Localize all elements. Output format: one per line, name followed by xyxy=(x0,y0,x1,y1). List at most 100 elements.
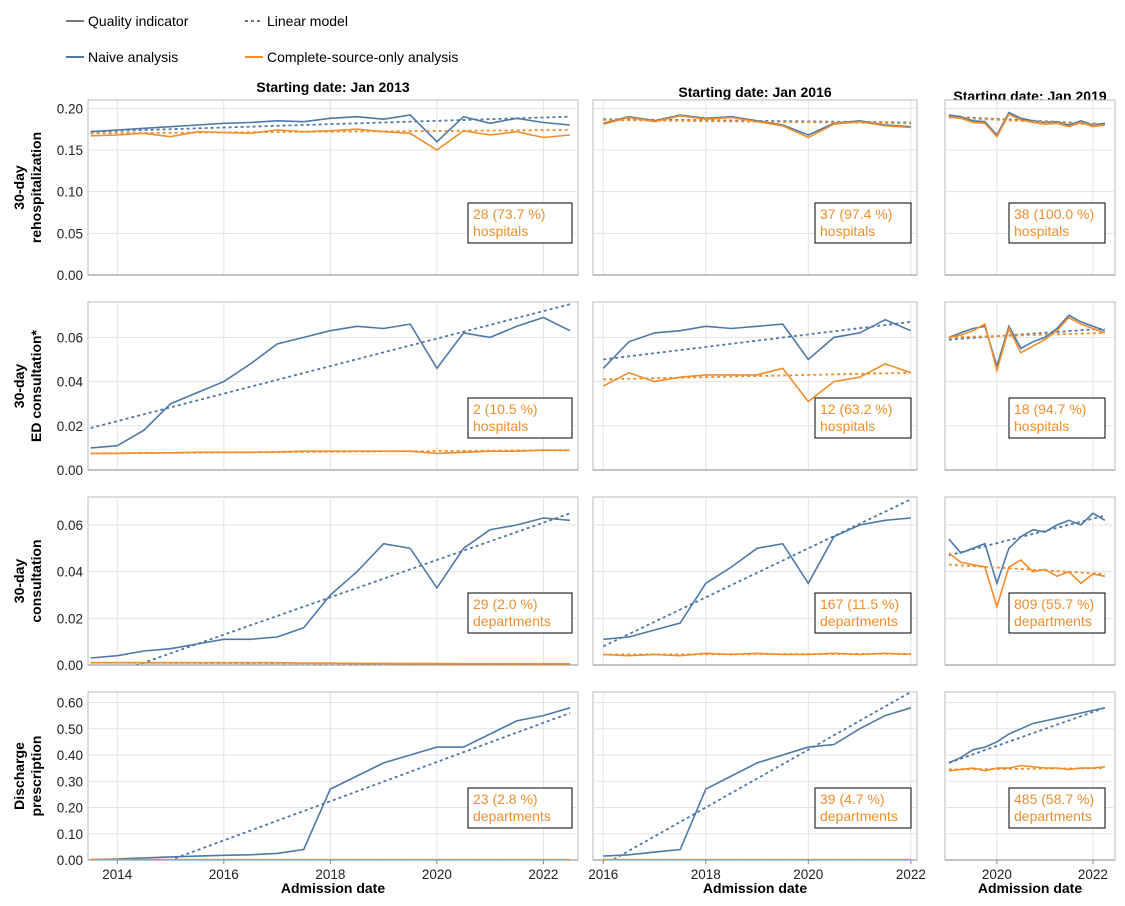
panel: 38 (100.0 %)hospitals xyxy=(944,99,1116,276)
y-tick-label: 0.00 xyxy=(57,658,83,673)
linear-model-line xyxy=(948,767,1105,771)
panel-background xyxy=(944,691,1116,861)
indicator-line xyxy=(90,517,571,659)
y-axis-label: 30-day xyxy=(11,364,27,409)
linear-model-line xyxy=(610,692,912,860)
y-axis-label: rehospitalization xyxy=(28,132,44,243)
y-tick-label: 0.05 xyxy=(57,226,83,241)
y-tick-label: 0.00 xyxy=(57,268,83,283)
panel: 0.00 0.05 0.10 0.15 0.20 28 (73.7 %)hospitals xyxy=(57,99,579,283)
y-tick-label: 0.04 xyxy=(57,375,84,390)
linear-model-line xyxy=(948,116,1105,126)
x-tick-label: 2018 xyxy=(691,867,721,882)
panel-background xyxy=(944,99,1116,276)
indicator-line xyxy=(948,316,1106,374)
annotation: hospitals xyxy=(1014,418,1069,434)
linear-model-line xyxy=(948,563,1105,575)
annotation: hospitals xyxy=(473,223,528,239)
annotation-box xyxy=(1008,397,1106,439)
panel: 37 (97.4 %)hospitals xyxy=(592,99,918,276)
annotation-box xyxy=(1008,787,1106,829)
linear-model-line xyxy=(90,661,571,665)
panel-background xyxy=(592,496,918,666)
linear-model-line xyxy=(948,514,1106,557)
linear-model-line xyxy=(90,303,571,429)
y-axis-label: consultation xyxy=(28,539,44,622)
panel: 18 (94.7 %)hospitals xyxy=(944,301,1116,471)
indicator-line xyxy=(948,512,1106,586)
annotation-box xyxy=(1008,202,1106,244)
x-tick-label: 2016 xyxy=(209,867,239,882)
panel: 809 (55.7 %)departments xyxy=(944,496,1116,666)
panel-background xyxy=(87,99,579,276)
y-tick-label: 0.10 xyxy=(57,827,83,842)
linear-model-line xyxy=(603,321,911,361)
indicator-line xyxy=(90,128,571,151)
y-tick-label: 0.15 xyxy=(57,143,83,158)
panel: 0.00 0.02 0.04 0.06 29 (2.0 %)departments xyxy=(57,496,579,673)
annotation: hospitals xyxy=(1014,223,1069,239)
annotation-box xyxy=(467,202,573,244)
indicator-line xyxy=(603,652,911,657)
panel: 167 (11.5 %)departments xyxy=(592,496,918,666)
annotation: 38 (100.0 %) xyxy=(1014,206,1094,222)
linear-model-line xyxy=(948,327,1105,341)
y-tick-label: 0.20 xyxy=(57,101,83,116)
x-tick-label: 2018 xyxy=(315,867,345,882)
y-axis-label: ED consultation* xyxy=(28,329,44,442)
annotation: departments xyxy=(473,613,551,629)
x-tick-label: 2022 xyxy=(528,867,558,882)
x-tick-label: 2020 xyxy=(422,867,452,882)
y-tick-label: 0.06 xyxy=(57,330,83,345)
indicator-line xyxy=(90,707,571,860)
y-tick-label: 0.04 xyxy=(57,565,84,580)
linear-model-line xyxy=(90,115,571,133)
y-tick-label: 0.40 xyxy=(57,748,83,763)
panel-background xyxy=(87,691,579,861)
y-tick-label: 0.02 xyxy=(57,611,83,626)
annotation: 2 (10.5 %) xyxy=(473,401,538,417)
y-axis-label: 30-day xyxy=(11,165,27,210)
annotation: 18 (94.7 %) xyxy=(1014,401,1086,417)
annotation: departments xyxy=(473,808,551,824)
x-tick-label: 2022 xyxy=(896,867,926,882)
linear-model-line xyxy=(602,498,912,648)
x-tick-label: 2016 xyxy=(588,867,618,882)
annotation: departments xyxy=(820,808,898,824)
linear-model-line xyxy=(90,129,571,135)
annotation: departments xyxy=(1014,613,1092,629)
linear-model-line xyxy=(948,332,1105,339)
annotation: hospitals xyxy=(820,418,875,434)
x-tick-label: 2014 xyxy=(102,867,133,882)
annotation: 809 (55.7 %) xyxy=(1014,596,1094,612)
y-tick-label: 0.00 xyxy=(57,853,83,868)
panel-background xyxy=(944,496,1116,666)
panel: 2020 2022 485 (58.7 %)departments xyxy=(944,691,1116,882)
y-tick-label: 0.50 xyxy=(57,722,83,737)
annotation: 485 (58.7 %) xyxy=(1014,791,1094,807)
x-axis-label: Admission date xyxy=(978,880,1082,896)
legend-label: Linear model xyxy=(267,13,348,29)
legend-label: Complete-source-only analysis xyxy=(267,49,458,65)
y-tick-label: 0.60 xyxy=(57,696,83,711)
indicator-line xyxy=(948,552,1106,610)
annotation: 29 (2.0 %) xyxy=(473,596,538,612)
y-axis-label: prescription xyxy=(28,736,44,817)
column-title: Starting date: Jan 2016 xyxy=(678,84,831,100)
x-tick-label: 2020 xyxy=(982,867,1012,882)
x-axis-label: Admission date xyxy=(281,880,385,896)
annotation-box xyxy=(814,202,912,244)
panel: 0.00 0.02 0.04 0.06 2 (10.5 %)hospitals xyxy=(57,301,579,478)
annotation-box xyxy=(814,592,912,634)
x-tick-label: 2022 xyxy=(1078,867,1108,882)
annotation: 12 (63.2 %) xyxy=(820,401,892,417)
panel-background xyxy=(87,496,579,666)
annotation-box xyxy=(814,397,912,439)
annotation: 167 (11.5 %) xyxy=(820,596,899,612)
annotation-box xyxy=(814,787,912,829)
indicator-line xyxy=(90,114,571,143)
legend-label: Quality indicator xyxy=(88,13,189,29)
annotation: 39 (4.7 %) xyxy=(820,791,885,807)
annotation: 23 (2.8 %) xyxy=(473,791,538,807)
